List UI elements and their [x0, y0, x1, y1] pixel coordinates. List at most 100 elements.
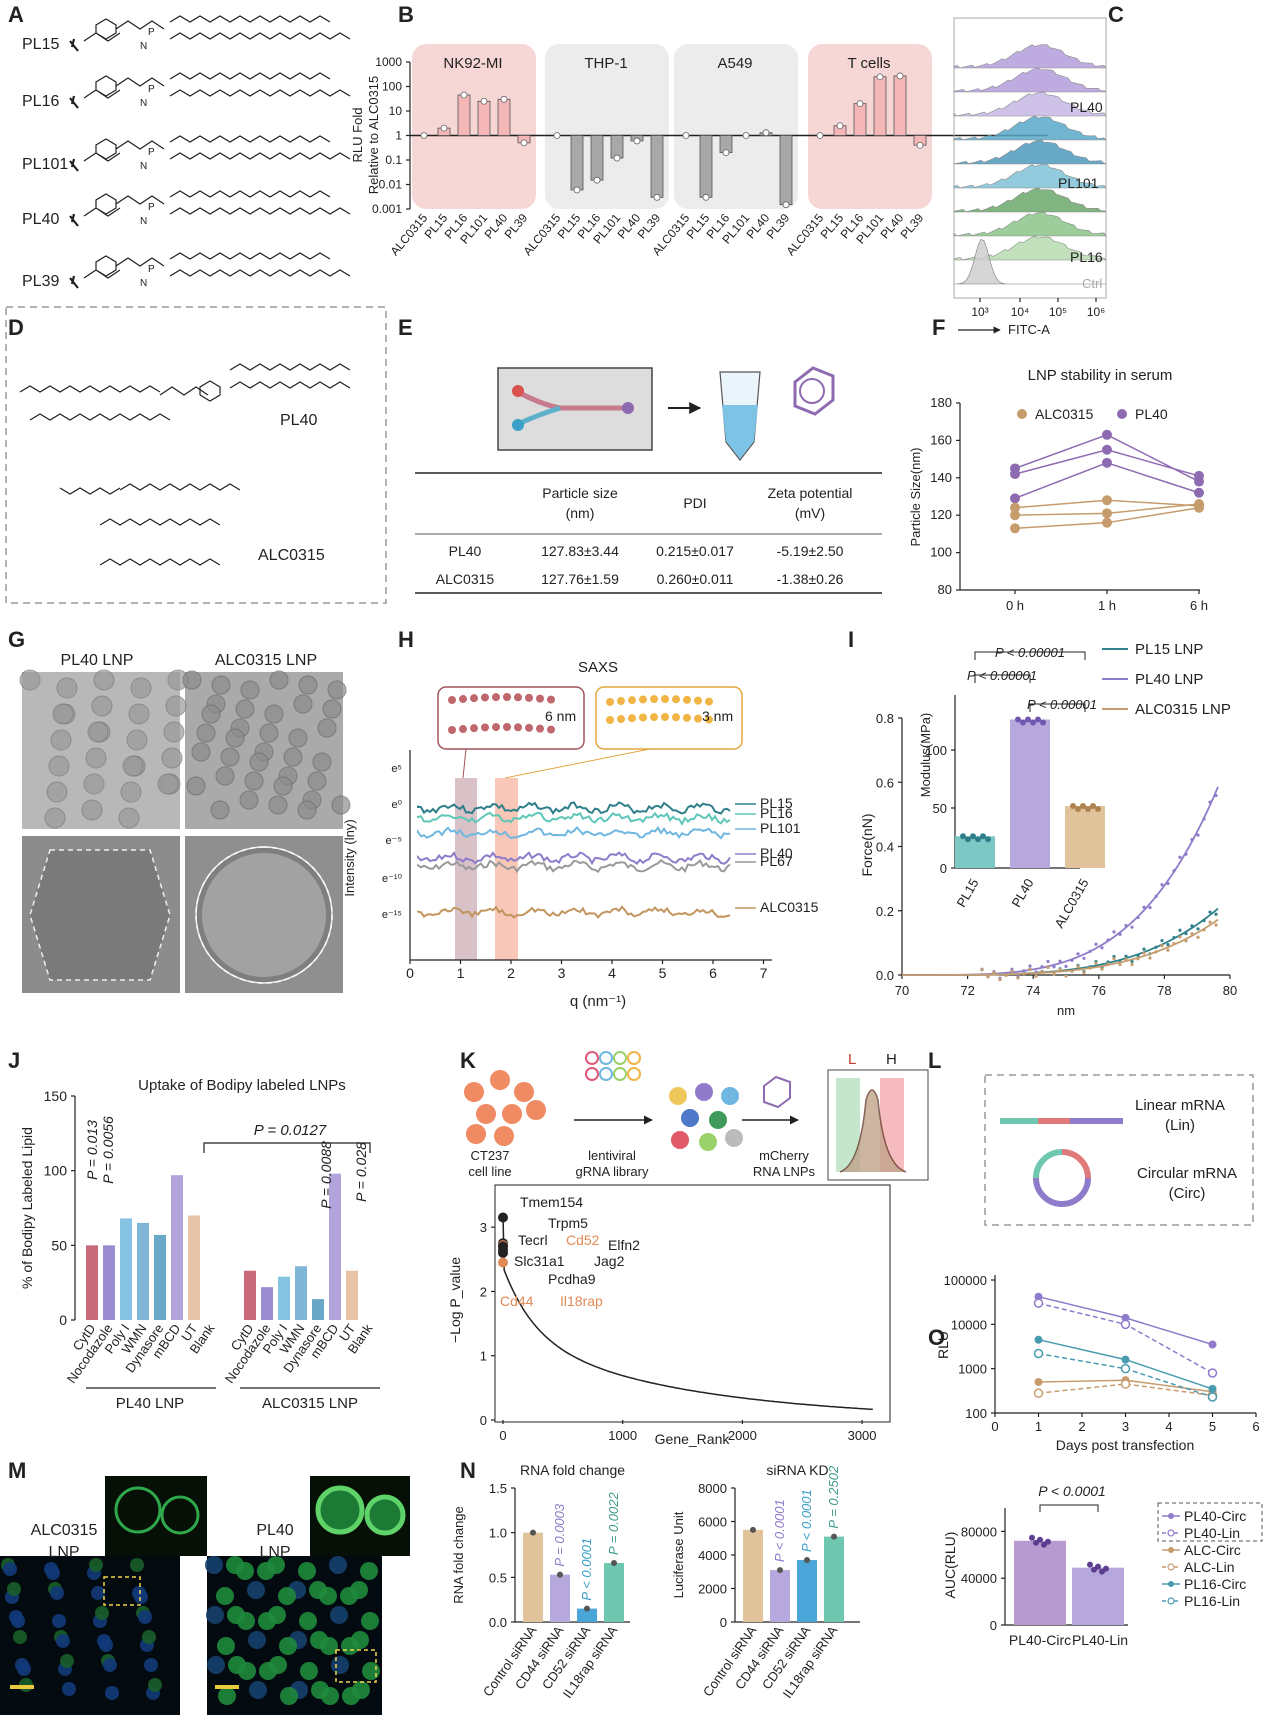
data-point	[557, 1571, 563, 1578]
data-point	[1010, 510, 1020, 521]
bar	[779, 135, 793, 206]
cell	[60, 1654, 74, 1668]
significance-bracket	[974, 674, 1031, 683]
x-tick-label: 74	[1026, 983, 1040, 998]
cell	[725, 1129, 743, 1147]
saxs-curve	[417, 811, 731, 826]
x-tick-label: 0	[991, 1419, 998, 1434]
data-point	[1094, 942, 1098, 946]
y-tick-label: 80	[938, 582, 952, 597]
x-axis-label: nm	[1057, 1003, 1075, 1018]
data-point	[1076, 952, 1080, 956]
alkyl-chain	[229, 363, 351, 371]
text: P	[148, 27, 155, 38]
p-value: P < 0.00001	[1027, 697, 1097, 712]
y-axis-label: Particle Size(nm)	[908, 448, 923, 547]
data-point	[1052, 972, 1056, 976]
y-tick-label: 80000	[961, 1524, 997, 1539]
data-point	[1064, 974, 1068, 978]
virus	[613, 1067, 627, 1081]
y-tick-label: 1	[395, 129, 402, 143]
legend-label: ALC-Circ	[1184, 1542, 1241, 1558]
y-tick-label: 0.001	[372, 202, 402, 216]
path	[169, 190, 331, 198]
x-tick-label: 1 h	[1098, 598, 1116, 613]
y-tick-label: 100	[930, 545, 952, 560]
x-tick-label: 3	[558, 965, 566, 981]
gene-label: Cd44	[500, 1293, 534, 1309]
inset-bar	[1065, 806, 1105, 868]
particle	[331, 795, 351, 815]
data-point	[970, 833, 976, 840]
table-header: (mV)	[795, 505, 825, 521]
table-cell: -1.38±0.26	[777, 571, 844, 587]
cell	[7, 1582, 21, 1596]
cell	[279, 1637, 297, 1655]
x-tick-label: 7	[760, 965, 768, 981]
virus	[627, 1067, 641, 1081]
data-point	[1184, 852, 1188, 856]
cell	[205, 1556, 223, 1574]
data-point	[975, 836, 981, 843]
bar	[824, 1536, 844, 1622]
y-tick-label: 0.6	[876, 775, 894, 790]
gene-point	[498, 1212, 508, 1223]
cell	[494, 1126, 514, 1146]
cell	[466, 1124, 486, 1144]
legend-marker	[1167, 1563, 1175, 1571]
cell	[114, 1486, 162, 1534]
y-tick-label: 10000	[951, 1317, 987, 1332]
data-point	[1136, 953, 1140, 957]
particle	[157, 773, 179, 795]
data-point	[742, 132, 750, 139]
legend-label: PL40	[760, 845, 793, 861]
p-value: P < 0.0001	[799, 1489, 814, 1552]
data-point	[1102, 517, 1112, 528]
lipid-head	[683, 713, 691, 722]
data-point	[1033, 1388, 1044, 1398]
lipid-head	[606, 716, 614, 724]
dashed-circle	[195, 846, 333, 984]
bar	[103, 1245, 115, 1320]
inlet	[512, 419, 524, 431]
data-point	[1076, 965, 1080, 969]
path	[69, 213, 79, 227]
y-tick-label: 0.4	[876, 840, 894, 855]
gene-point	[498, 1257, 508, 1268]
alkyl-chain	[59, 487, 121, 495]
data-point	[1082, 971, 1086, 975]
cell	[134, 1590, 148, 1604]
text: P	[148, 202, 155, 213]
data-point	[611, 1560, 617, 1567]
y-tick-label: 150	[44, 1088, 68, 1104]
y-tick-label: 10	[389, 104, 403, 118]
legend-label: ALC0315	[1035, 406, 1094, 422]
path	[69, 158, 79, 172]
alkyl-chain	[119, 483, 241, 491]
path	[83, 255, 121, 279]
data-point	[1010, 969, 1014, 973]
particle	[118, 807, 140, 829]
path	[115, 77, 165, 87]
cell	[62, 1682, 76, 1696]
data-point	[1033, 1298, 1044, 1308]
scale-bar	[10, 1685, 34, 1689]
data-point	[1207, 1392, 1218, 1402]
x-tick-label: 4	[608, 965, 616, 981]
data-point	[1058, 959, 1062, 963]
cell	[142, 1630, 156, 1644]
data-point	[1172, 942, 1176, 946]
bar	[120, 1218, 132, 1320]
image-label: LNP	[48, 1544, 79, 1561]
y-tick-label: 40000	[961, 1571, 997, 1586]
alkyl-chain	[99, 518, 221, 526]
structure-label: PL101	[22, 156, 68, 173]
legend-marker	[1168, 1513, 1174, 1519]
group-background	[412, 44, 536, 209]
x-tick-label: 4	[1165, 1419, 1172, 1434]
data-point	[480, 97, 488, 105]
data-point	[896, 72, 904, 80]
histogram	[953, 211, 1107, 237]
lipid-head	[628, 714, 636, 723]
structure-label: PL16	[22, 93, 59, 110]
